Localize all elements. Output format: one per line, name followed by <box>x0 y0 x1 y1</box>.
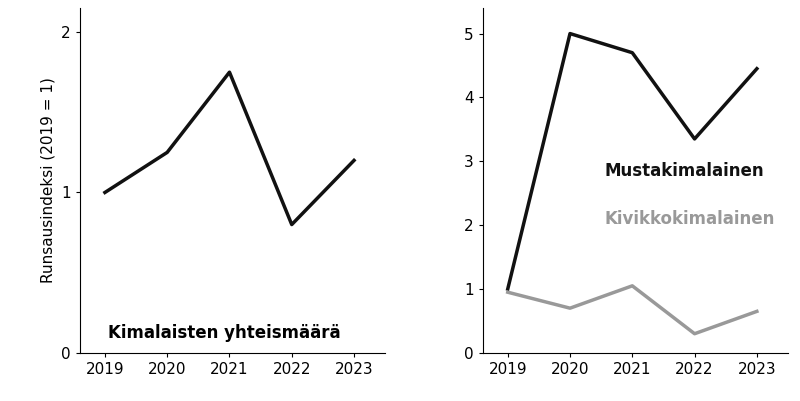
Text: Kivikkokimalainen: Kivikkokimalainen <box>604 210 774 228</box>
Text: Mustakimalainen: Mustakimalainen <box>604 162 764 180</box>
Y-axis label: Runsausindeksi (2019 = 1): Runsausindeksi (2019 = 1) <box>41 77 56 284</box>
Text: Kimalaisten yhteismäärä: Kimalaisten yhteismäärä <box>108 324 341 342</box>
